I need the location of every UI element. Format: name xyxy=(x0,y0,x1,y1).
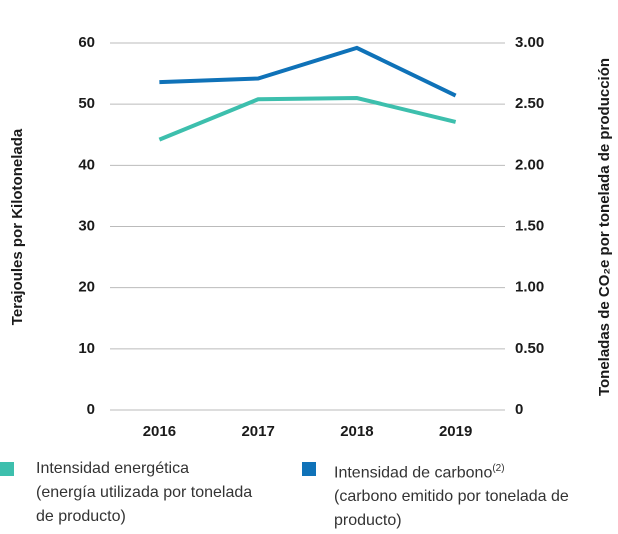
y2-tick-label: 1.50 xyxy=(515,217,544,234)
legend-entry: Intensidad energética (energía utilizada… xyxy=(36,457,256,529)
chart: Terajoules por Kilotonelada Toneladas de… xyxy=(9,34,613,440)
y-tick-label: 50 xyxy=(78,95,95,112)
legend-label: Intensidad de carbono xyxy=(334,464,493,482)
legend-swatch xyxy=(302,462,316,476)
y-tick-label: 20 xyxy=(78,279,95,296)
series-line xyxy=(158,96,457,142)
x-tick-label: 2019 xyxy=(439,423,472,440)
x-tick-label: 2017 xyxy=(241,423,274,440)
y2-tick-label: 2.50 xyxy=(515,95,544,112)
legend-entry: Intensidad de carbono(2) (carbono emitid… xyxy=(334,457,596,533)
y-tick-label: 0 xyxy=(87,401,95,418)
footnote-mark: (2) xyxy=(492,463,505,474)
y2-tick-label: 2.00 xyxy=(515,156,544,173)
legend-label: Intensidad energética xyxy=(36,460,189,477)
x-tick-label: 2018 xyxy=(340,423,373,440)
y2-tick-label: 0.50 xyxy=(515,340,544,357)
y-tick-label: 30 xyxy=(78,217,95,234)
y2-tick-label: 0 xyxy=(515,401,523,418)
y-tick-label: 60 xyxy=(78,34,95,51)
y-tick-label: 40 xyxy=(78,156,95,173)
y-tick-label: 10 xyxy=(78,340,95,357)
legend-description: (carbono emitido por tonelada de product… xyxy=(334,488,569,530)
series-line xyxy=(159,45,457,98)
y2-tick-label: 3.00 xyxy=(515,34,544,51)
y2-axis-title: Toneladas de CO₂e por tonelada de produc… xyxy=(596,58,613,396)
legend-swatch xyxy=(0,462,14,476)
x-tick-label: 2016 xyxy=(143,423,176,440)
y-axis-title: Terajoules por Kilotonelada xyxy=(9,128,26,325)
y2-tick-label: 1.00 xyxy=(515,279,544,296)
legend-description: (energía utilizada por tonelada de produ… xyxy=(36,484,253,525)
